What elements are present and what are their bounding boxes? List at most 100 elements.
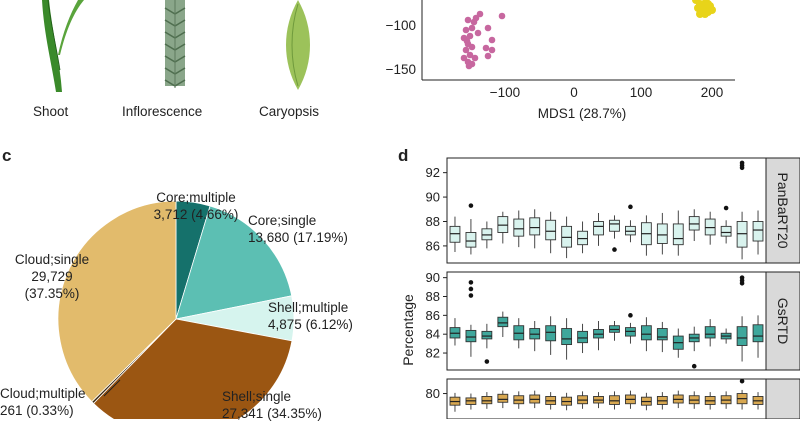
tissue-label-inflorescence: Inflorescence [122, 104, 203, 119]
box-3 [481, 323, 493, 364]
box-2 [465, 280, 477, 357]
box-19 [736, 275, 748, 362]
pie-chart [57, 200, 295, 419]
box-body [481, 396, 493, 405]
box-body [688, 216, 700, 231]
box-outlier [468, 203, 474, 208]
box-14 [656, 392, 668, 410]
mds-point [476, 10, 484, 18]
box-4 [497, 211, 509, 244]
mds-point [466, 32, 474, 40]
box-outlier [612, 247, 617, 252]
box-9 [577, 391, 588, 409]
box-14 [656, 212, 668, 255]
box-5 [513, 318, 525, 349]
box-14 [656, 321, 668, 353]
box-10 [593, 321, 604, 351]
shoot-illustration [42, 0, 84, 92]
facet-strip [765, 378, 800, 419]
box-19 [736, 160, 748, 260]
box-body [736, 221, 748, 248]
box-body [656, 223, 668, 244]
box-body [561, 328, 573, 346]
slice-count: 29,729 [31, 269, 73, 284]
slice-name: Core;single [248, 213, 317, 228]
box-11 [609, 215, 620, 252]
facet-strip-label: PanBaRT20 [775, 172, 791, 248]
box-13 [640, 317, 652, 352]
box-outlier [723, 205, 729, 211]
caryopsis-illustration [286, 0, 310, 90]
box-12 [625, 204, 636, 243]
slice-pct: (4.66%) [191, 207, 239, 222]
panel-label-d: d [398, 146, 409, 165]
box-15 [672, 210, 684, 256]
box-outlier [628, 313, 633, 318]
box-body [497, 393, 509, 403]
box-body [481, 228, 493, 241]
mds-point [484, 24, 492, 32]
slice-name: Shell;single [222, 389, 292, 404]
mds-point [466, 51, 474, 59]
facet-third: 80 [426, 378, 800, 419]
pie-leader-line [103, 379, 121, 397]
y-tick-label: 84 [426, 327, 440, 342]
box-body [736, 326, 748, 346]
box-8 [561, 392, 573, 411]
mds-x-tick: 200 [700, 85, 724, 100]
mds-point [484, 52, 492, 60]
box-12 [625, 313, 636, 344]
box-17 [704, 392, 716, 410]
inflorescence-illustration [164, 0, 186, 88]
y-tick-label: 82 [426, 346, 440, 361]
box-16 [688, 209, 700, 242]
box-body [752, 221, 764, 242]
slice-name: Cloud;multiple [0, 386, 86, 401]
facet-strip-label: GsRTD [775, 298, 791, 344]
box-body [720, 225, 732, 237]
box-body [609, 395, 620, 405]
mds-point [468, 24, 476, 32]
pie-label-shell-single: Shell;single 27,341 (34.35%) [222, 388, 372, 422]
box-group [449, 379, 764, 412]
box-outlier [628, 204, 633, 210]
box-body [529, 217, 541, 236]
panel-label-c: c [2, 146, 12, 165]
slice-name: Core;multiple [156, 190, 236, 205]
slice-count: 4,875 [268, 317, 302, 332]
facet-gsrtd: GsRTD 82 84 86 88 90 [426, 270, 800, 371]
mds-scatter-plot [421, 0, 735, 81]
mds-point [498, 12, 506, 20]
box-18 [720, 391, 732, 409]
box-20 [752, 210, 764, 255]
box-15 [672, 328, 684, 358]
box-body [704, 218, 716, 236]
box-7 [545, 211, 557, 254]
slice-pct: (17.19%) [293, 230, 348, 245]
box-body [513, 218, 525, 237]
box-8 [561, 216, 573, 259]
box-body [449, 225, 461, 243]
box-body [704, 326, 716, 339]
box-20 [752, 392, 764, 410]
facet-panbart20: PanBaRT20 86 88 90 92 [426, 157, 800, 264]
mds-point [462, 26, 470, 34]
mds-point [488, 46, 496, 54]
y-tick-label: 90 [426, 270, 440, 285]
box-body [752, 324, 764, 343]
slice-pct: (34.35%) [267, 406, 322, 421]
box-15 [672, 390, 684, 409]
slice-name: Shell;multiple [268, 300, 349, 315]
mds-point [696, 10, 704, 18]
pie-label-cloud-multiple: Cloud;multiple 261 (0.33%) [0, 385, 130, 419]
mds-points [460, 0, 716, 70]
facet-strip [765, 271, 800, 371]
box-outlier [739, 160, 745, 166]
mds-x-axis-label: MDS1 (28.7%) [537, 106, 627, 121]
mds-x-tick: 100 [629, 85, 653, 100]
tissue-label-shoot: Shoot [33, 104, 69, 119]
box-outlier [468, 293, 474, 298]
box-body [465, 232, 477, 248]
slice-name: Cloud;single [14, 252, 90, 267]
